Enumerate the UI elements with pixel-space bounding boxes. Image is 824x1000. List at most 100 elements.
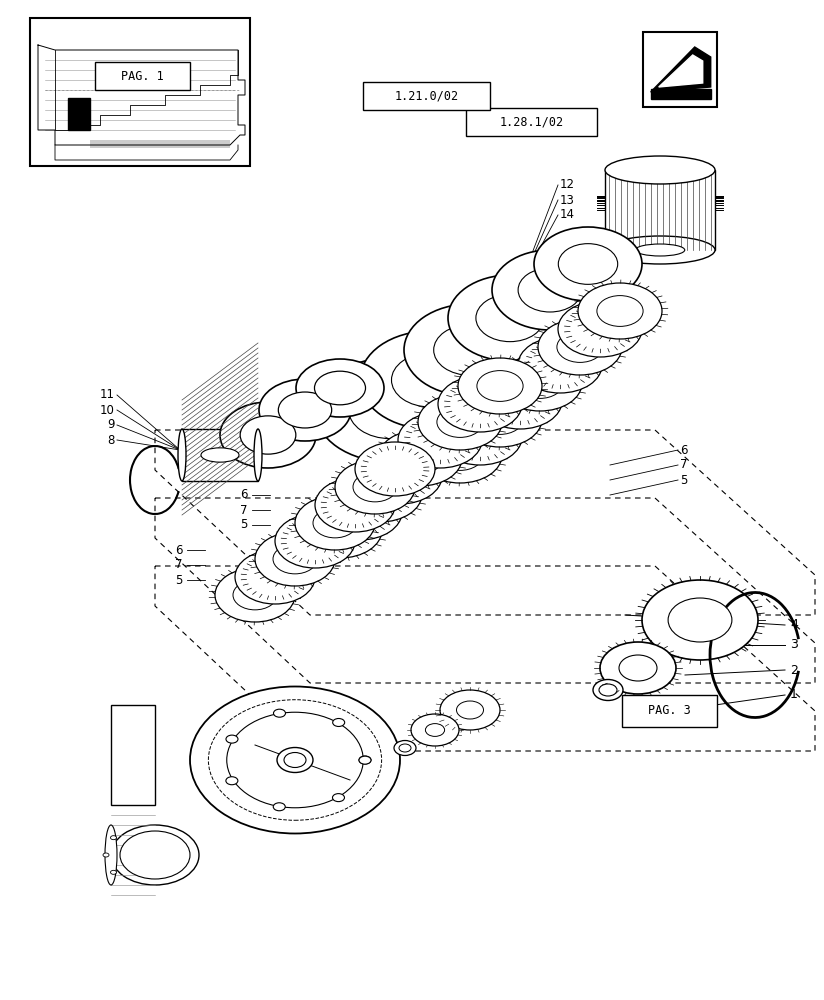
Text: 9: 9 bbox=[107, 418, 115, 432]
Polygon shape bbox=[651, 89, 711, 99]
Ellipse shape bbox=[557, 332, 603, 362]
Ellipse shape bbox=[404, 304, 536, 396]
Text: 1.28.1/02: 1.28.1/02 bbox=[499, 115, 564, 128]
Ellipse shape bbox=[534, 227, 642, 301]
Ellipse shape bbox=[332, 794, 344, 802]
Ellipse shape bbox=[233, 580, 277, 610]
Ellipse shape bbox=[597, 296, 643, 326]
Ellipse shape bbox=[397, 443, 443, 473]
Text: 3: 3 bbox=[790, 639, 798, 652]
Bar bbox=[643, 32, 717, 107]
Ellipse shape bbox=[315, 478, 395, 532]
Ellipse shape bbox=[458, 358, 542, 414]
Ellipse shape bbox=[477, 371, 523, 401]
Ellipse shape bbox=[517, 368, 563, 398]
Ellipse shape bbox=[254, 429, 262, 481]
Text: 4: 4 bbox=[790, 618, 798, 632]
Ellipse shape bbox=[359, 756, 371, 764]
Text: 6: 6 bbox=[680, 444, 687, 456]
Polygon shape bbox=[651, 47, 711, 92]
Ellipse shape bbox=[440, 690, 500, 730]
Bar bbox=[622, 695, 717, 727]
Ellipse shape bbox=[279, 392, 332, 428]
Polygon shape bbox=[658, 55, 703, 87]
Ellipse shape bbox=[518, 268, 582, 312]
Ellipse shape bbox=[605, 236, 715, 264]
Text: 13: 13 bbox=[560, 194, 575, 207]
Text: 11: 11 bbox=[100, 388, 115, 401]
Bar bbox=[90, 140, 230, 148]
Text: 1.21.0/02: 1.21.0/02 bbox=[395, 90, 458, 103]
Bar bbox=[363, 82, 490, 110]
Ellipse shape bbox=[259, 379, 351, 441]
Ellipse shape bbox=[458, 391, 542, 447]
Ellipse shape bbox=[355, 442, 435, 496]
Ellipse shape bbox=[349, 381, 431, 439]
Bar bbox=[30, 18, 250, 166]
Text: 5: 5 bbox=[240, 518, 247, 532]
Ellipse shape bbox=[318, 484, 402, 540]
Ellipse shape bbox=[360, 331, 500, 429]
Ellipse shape bbox=[425, 724, 445, 736]
Ellipse shape bbox=[438, 409, 522, 465]
Ellipse shape bbox=[559, 244, 618, 284]
Ellipse shape bbox=[599, 684, 617, 696]
Ellipse shape bbox=[359, 756, 371, 764]
Ellipse shape bbox=[448, 275, 572, 361]
Ellipse shape bbox=[317, 515, 363, 545]
Text: 14: 14 bbox=[560, 209, 575, 222]
Ellipse shape bbox=[456, 701, 484, 719]
Ellipse shape bbox=[378, 430, 462, 486]
Ellipse shape bbox=[433, 325, 506, 375]
Ellipse shape bbox=[190, 686, 400, 834]
Ellipse shape bbox=[478, 373, 562, 429]
Ellipse shape bbox=[295, 496, 375, 550]
Text: 8: 8 bbox=[108, 434, 115, 446]
Bar bbox=[466, 108, 597, 136]
Ellipse shape bbox=[315, 371, 366, 405]
Text: 7: 7 bbox=[680, 458, 687, 472]
Ellipse shape bbox=[226, 777, 238, 785]
Ellipse shape bbox=[399, 744, 411, 752]
Ellipse shape bbox=[668, 598, 732, 642]
Text: 7: 7 bbox=[175, 558, 182, 572]
Bar bbox=[182, 429, 258, 481]
Ellipse shape bbox=[477, 404, 523, 434]
Ellipse shape bbox=[111, 825, 199, 885]
Ellipse shape bbox=[437, 440, 483, 470]
Ellipse shape bbox=[110, 836, 116, 840]
Ellipse shape bbox=[275, 514, 355, 568]
Ellipse shape bbox=[105, 825, 117, 885]
Ellipse shape bbox=[437, 407, 483, 437]
Ellipse shape bbox=[418, 394, 502, 450]
Ellipse shape bbox=[313, 508, 357, 538]
Ellipse shape bbox=[357, 479, 403, 509]
Ellipse shape bbox=[518, 337, 602, 393]
Ellipse shape bbox=[398, 412, 482, 468]
Ellipse shape bbox=[274, 803, 285, 811]
Bar bbox=[68, 98, 90, 130]
Ellipse shape bbox=[274, 709, 285, 717]
Ellipse shape bbox=[335, 460, 415, 514]
Ellipse shape bbox=[255, 532, 335, 586]
Ellipse shape bbox=[338, 466, 422, 522]
Ellipse shape bbox=[284, 752, 306, 768]
Ellipse shape bbox=[120, 831, 190, 879]
Bar bbox=[95, 62, 190, 90]
Text: 5: 5 bbox=[680, 474, 687, 487]
Ellipse shape bbox=[298, 502, 382, 558]
Ellipse shape bbox=[391, 353, 469, 407]
Ellipse shape bbox=[492, 250, 608, 330]
Ellipse shape bbox=[315, 358, 465, 462]
Text: 5: 5 bbox=[175, 574, 182, 586]
Ellipse shape bbox=[394, 740, 416, 756]
Text: 6: 6 bbox=[240, 488, 247, 502]
Text: 1: 1 bbox=[790, 688, 798, 702]
Ellipse shape bbox=[215, 568, 295, 622]
Ellipse shape bbox=[201, 448, 239, 462]
Ellipse shape bbox=[600, 642, 676, 694]
Ellipse shape bbox=[296, 359, 384, 417]
Ellipse shape bbox=[558, 301, 642, 357]
Text: 6: 6 bbox=[175, 544, 182, 556]
Ellipse shape bbox=[476, 294, 544, 342]
